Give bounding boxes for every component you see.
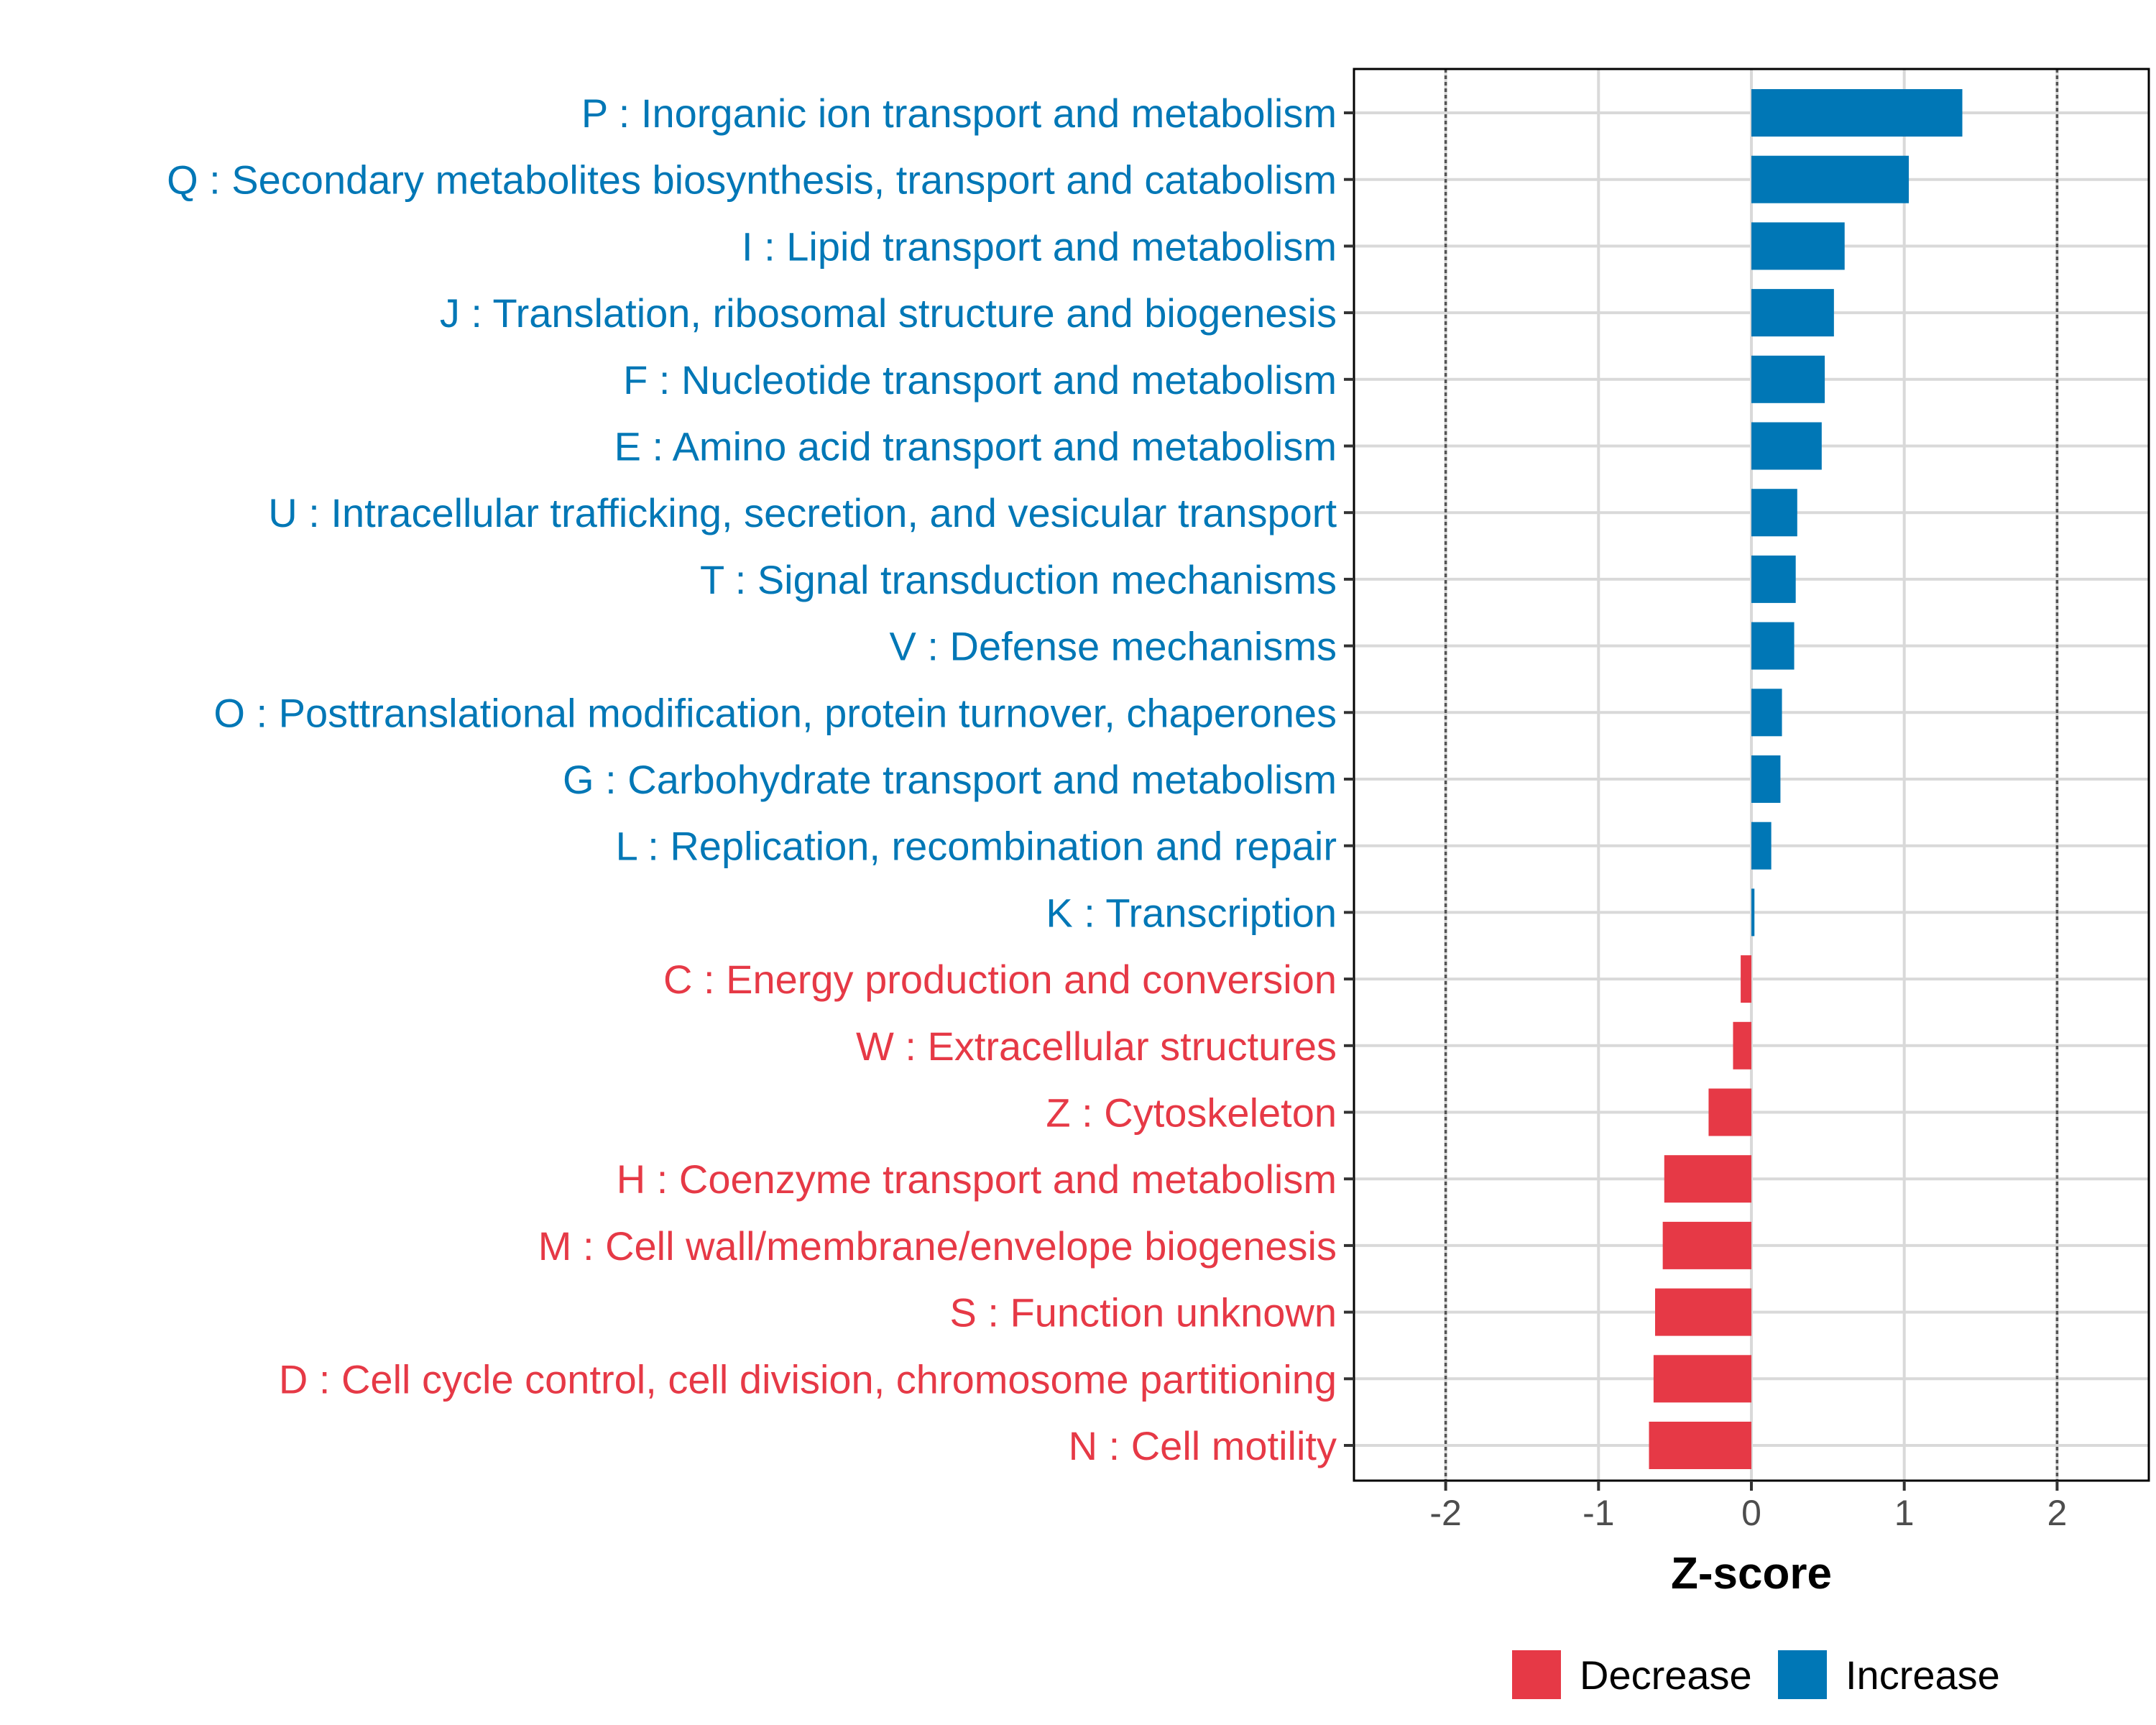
category-label: M : Cell wall/membrane/envelope biogenes… <box>538 1223 1337 1269</box>
category-label: K : Transcription <box>1046 890 1337 935</box>
bar <box>1751 622 1795 670</box>
bar <box>1664 1155 1751 1203</box>
x-tick-label: -1 <box>1583 1493 1614 1533</box>
legend: Decrease Increase <box>1512 1650 2000 1699</box>
bar <box>1751 89 1963 137</box>
category-label: H : Coenzyme transport and metabolism <box>617 1156 1337 1202</box>
category-label: E : Amino acid transport and metabolism <box>614 424 1337 469</box>
bar <box>1751 822 1772 870</box>
category-label: U : Intracellular trafficking, secretion… <box>268 490 1337 535</box>
x-tick-label: 1 <box>1894 1493 1915 1533</box>
category-label: N : Cell motility <box>1069 1423 1337 1468</box>
category-label: W : Extracellular structures <box>856 1024 1337 1069</box>
legend-label: Decrease <box>1580 1652 1752 1698</box>
bar <box>1751 222 1845 270</box>
bar <box>1751 555 1796 603</box>
bar <box>1751 755 1781 803</box>
bar <box>1741 955 1751 1003</box>
category-label: P : Inorganic ion transport and metaboli… <box>581 91 1337 136</box>
category-label: Q : Secondary metabolites biosynthesis, … <box>167 157 1337 203</box>
bar <box>1655 1288 1751 1336</box>
x-axis-title: Z-score <box>1671 1549 1832 1598</box>
category-label: Z : Cytoskeleton <box>1046 1090 1337 1136</box>
legend-key <box>1512 1650 1561 1699</box>
category-label: G : Carbohydrate transport and metabolis… <box>563 757 1337 802</box>
category-label: V : Defense mechanisms <box>890 624 1337 669</box>
category-label: L : Replication, recombination and repai… <box>616 824 1337 869</box>
category-label: I : Lipid transport and metabolism <box>742 224 1337 269</box>
bar <box>1708 1088 1751 1136</box>
category-label: S : Function unknown <box>949 1290 1337 1335</box>
bar <box>1751 155 1909 203</box>
legend-label: Increase <box>1846 1652 2000 1698</box>
bar <box>1751 422 1822 470</box>
category-label: F : Nucleotide transport and metabolism <box>623 357 1337 402</box>
x-tick-label: 0 <box>1741 1493 1761 1533</box>
category-label: O : Posttranslational modification, prot… <box>213 690 1337 735</box>
category-label: T : Signal transduction mechanisms <box>700 557 1337 602</box>
bar <box>1751 888 1755 937</box>
category-labels: P : Inorganic ion transport and metaboli… <box>167 91 1337 1468</box>
category-label: D : Cell cycle control, cell division, c… <box>279 1356 1337 1402</box>
reference-lines <box>1444 69 2059 1481</box>
x-tick-label: 2 <box>2047 1493 2067 1533</box>
bars <box>1649 89 1963 1469</box>
bar <box>1653 1355 1751 1403</box>
bar <box>1662 1221 1751 1269</box>
bar <box>1649 1422 1751 1469</box>
bar <box>1733 1021 1751 1070</box>
bar <box>1751 289 1834 337</box>
bar <box>1751 355 1825 403</box>
y-axis-ticks <box>1344 111 1354 1447</box>
category-label: J : Translation, ribosomal structure and… <box>440 290 1337 336</box>
bar <box>1751 689 1782 737</box>
category-label: C : Energy production and conversion <box>663 957 1337 1002</box>
legend-key <box>1778 1650 1827 1699</box>
x-tick-label: -2 <box>1429 1493 1461 1533</box>
x-axis-ticks: -2 -1 0 1 2 <box>1429 1481 2067 1533</box>
bar <box>1751 489 1797 537</box>
